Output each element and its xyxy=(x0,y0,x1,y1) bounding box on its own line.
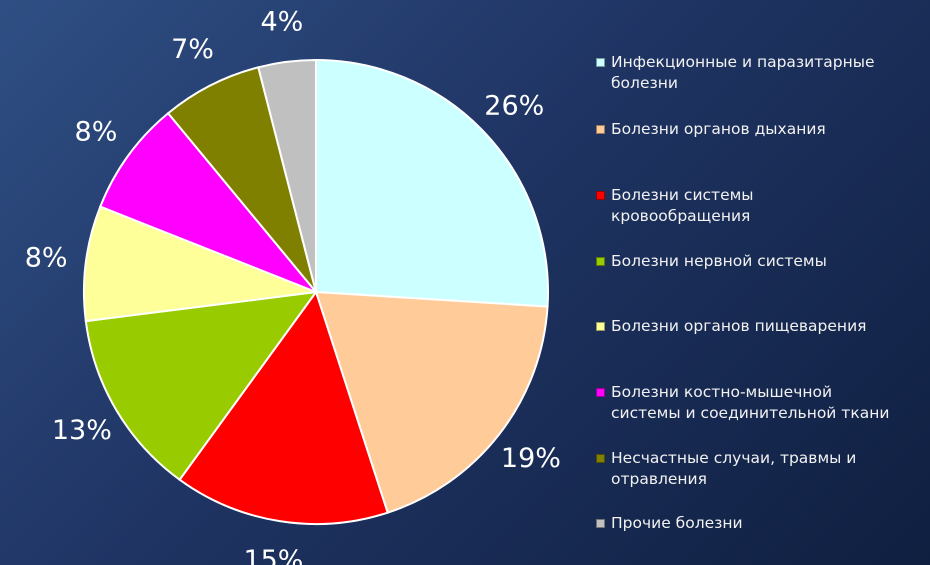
pie-chart: 26% 19% 15% 13% 8% 8% 7% 4% xyxy=(25,7,561,565)
legend-swatch-4 xyxy=(596,322,605,331)
legend-item-3: Болезни нервной системы xyxy=(596,251,926,272)
legend-item-7: Прочие болезни xyxy=(596,513,926,534)
pie-slice-6 xyxy=(166,66,317,293)
legend-swatch-6 xyxy=(596,454,605,463)
legend-label-2: Болезни системы кровообращения xyxy=(611,186,754,225)
legend-label-1: Болезни органов дыхания xyxy=(611,120,826,138)
legend-item-2: Болезни системы кровообращения xyxy=(596,185,926,227)
legend-item-4: Болезни органов пищеварения xyxy=(596,316,926,337)
legend-swatch-3 xyxy=(596,257,605,266)
pie-slice-4 xyxy=(83,205,317,323)
legend-label-6: Несчастные случаи, травмы и отравления xyxy=(611,449,857,488)
pie-slice-7 xyxy=(257,58,317,293)
slice-value-label-1: 19% xyxy=(501,443,561,474)
legend-swatch-7 xyxy=(596,519,605,528)
slice-value-label-5: 8% xyxy=(75,117,118,148)
pie-slice-2 xyxy=(178,289,389,525)
pie-slice-1 xyxy=(314,290,549,514)
legend-item-6: Несчастные случаи, травмы и отравления xyxy=(596,448,926,490)
legend-swatch-2 xyxy=(596,191,605,200)
slice-value-label-7: 4% xyxy=(260,7,303,38)
legend-item-1: Болезни органов дыхания xyxy=(596,119,926,140)
legend-swatch-1 xyxy=(596,125,605,134)
pie-slice-3 xyxy=(84,290,319,482)
legend-label-0: Инфекционные и паразитарные болезни xyxy=(611,53,875,92)
legend-swatch-5 xyxy=(596,388,605,397)
legend-label-5: Болезни костно-мышечной системы и соедин… xyxy=(611,383,890,422)
legend-label-7: Прочие болезни xyxy=(611,514,743,532)
slice-value-label-2: 15% xyxy=(243,545,303,565)
slice-value-label-3: 13% xyxy=(52,415,112,446)
pie-slice-5 xyxy=(98,111,317,293)
slice-value-label-4: 8% xyxy=(25,242,68,273)
slice-value-label-6: 7% xyxy=(171,34,214,65)
slice-value-label-0: 26% xyxy=(484,90,544,121)
legend-item-0: Инфекционные и паразитарные болезни xyxy=(596,52,926,94)
legend: Инфекционные и паразитарные болезни Болез… xyxy=(596,0,926,565)
legend-item-5: Болезни костно-мышечной системы и соедин… xyxy=(596,382,926,424)
legend-label-4: Болезни органов пищеварения xyxy=(611,317,867,335)
legend-swatch-0 xyxy=(596,58,605,67)
legend-label-3: Болезни нервной системы xyxy=(611,252,827,270)
pie-slice-0 xyxy=(315,58,549,308)
